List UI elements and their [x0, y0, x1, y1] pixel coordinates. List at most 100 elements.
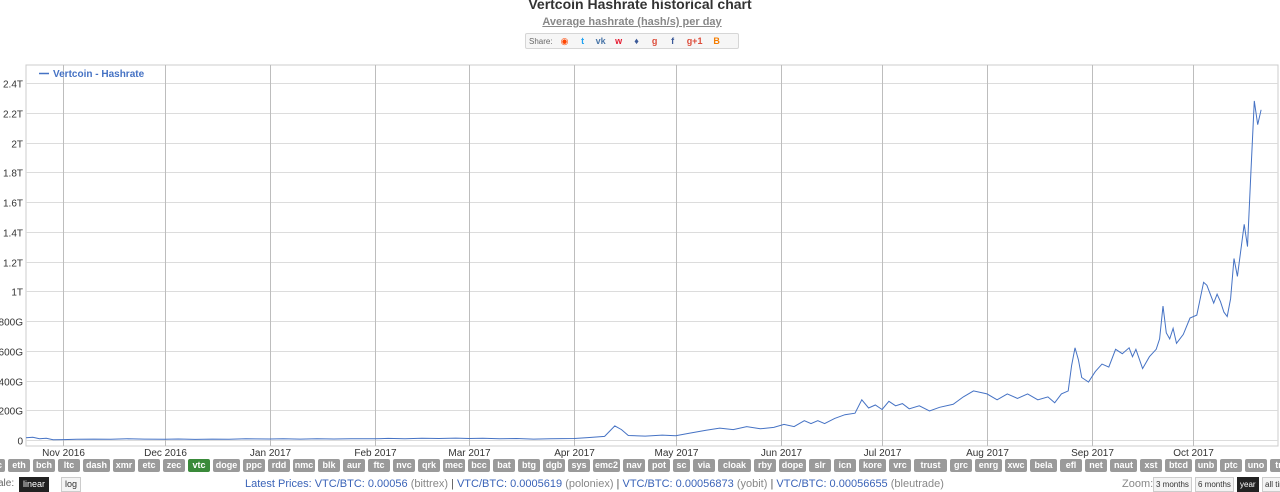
coin-tag-btg[interactable]: btg — [518, 459, 540, 472]
price-value[interactable]: VTC/BTC: 0.00056655 — [776, 478, 888, 490]
prices-label: Latest Prices: — [245, 478, 315, 490]
x-tick-label: Feb 2017 — [354, 448, 397, 458]
price-separator: | — [767, 478, 777, 490]
y-tick-label: 2.2T — [3, 110, 23, 121]
coin-tag-rdd[interactable]: rdd — [268, 459, 290, 472]
chart-title: Vertcoin Hashrate historical chart — [528, 0, 752, 12]
price-value[interactable]: VTC/BTC: 0.0005619 — [456, 478, 563, 490]
coin-tag-unb[interactable]: unb — [1195, 459, 1217, 472]
gplus-icon[interactable]: g+1 — [686, 36, 703, 46]
scale-log-button[interactable]: log — [61, 477, 82, 492]
like-icon[interactable]: ♦ — [634, 36, 639, 46]
coin-tag-icn[interactable]: icn — [834, 459, 856, 472]
coin-tag-bela[interactable]: bela — [1030, 459, 1057, 472]
coin-tag-ltc[interactable]: ltc — [58, 459, 80, 472]
weibo-icon[interactable]: w — [615, 36, 623, 46]
zoom-3-months-button[interactable]: 3 months — [1153, 477, 1192, 492]
coin-tag-dgb[interactable]: dgb — [543, 459, 565, 472]
coin-tag-sys[interactable]: sys — [568, 459, 590, 472]
coin-tag-btcd[interactable]: btcd — [1165, 459, 1192, 472]
coin-tag-vtc[interactable]: vtc — [188, 459, 210, 472]
coin-tag-slr[interactable]: slr — [809, 459, 831, 472]
x-tick-label: Oct 2017 — [1173, 448, 1214, 458]
google-icon[interactable]: g — [651, 36, 658, 46]
coin-tag-uno[interactable]: uno — [1245, 459, 1267, 472]
y-tick-label: 1.6T — [3, 199, 23, 210]
y-tick-label: 0 — [17, 437, 23, 448]
latest-prices: Latest Prices: VTC/BTC: 0.00056 (bittrex… — [245, 478, 944, 490]
x-tick-label: Aug 2017 — [966, 448, 1009, 458]
x-tick-label: Jul 2017 — [864, 448, 902, 458]
reddit-icon[interactable]: ◉ — [560, 36, 569, 46]
coin-tag-doge[interactable]: doge — [213, 459, 240, 472]
coin-tag-ftc[interactable]: ftc — [368, 459, 390, 472]
hashrate-chart: 0 200G 400G 600G 800G 1T 1.2T 1.4T 1.6T 1.8T 2T 2.2… — [0, 64, 1279, 458]
chart-subtitle[interactable]: Average hashrate (hash/s) per day — [542, 16, 722, 28]
bottom-controls: ale: linear log Latest Prices: VTC/BTC: 0… — [0, 476, 1280, 492]
coin-tag-c[interactable]: c — [0, 459, 5, 472]
coin-tag-enrg[interactable]: enrg — [975, 459, 1002, 472]
coin-tag-rby[interactable]: rby — [754, 459, 776, 472]
y-tick-label: 1T — [11, 288, 23, 299]
coin-tag-bcc[interactable]: bcc — [468, 459, 490, 472]
coin-tag-aur[interactable]: aur — [343, 459, 365, 472]
y-tick-label: 600G — [0, 348, 23, 359]
coin-tag-nmc[interactable]: nmc — [293, 459, 315, 472]
price-separator: | — [447, 478, 457, 490]
price-source: (bittrex) — [407, 478, 448, 490]
coin-tags-row: cethbchltcdashxmretczecvtcdogeppcrddnmcb… — [0, 459, 1280, 473]
coin-tag-eth[interactable]: eth — [8, 459, 30, 472]
coin-tag-trc[interactable]: trc — [1270, 459, 1280, 472]
coin-tag-ppc[interactable]: ppc — [243, 459, 265, 472]
coin-tag-mec[interactable]: mec — [443, 459, 465, 472]
facebook-icon[interactable]: f — [671, 36, 675, 46]
price-value[interactable]: VTC/BTC: 0.00056 — [314, 478, 408, 490]
coin-tag-zec[interactable]: zec — [163, 459, 185, 472]
coin-tag-nav[interactable]: nav — [623, 459, 645, 472]
coin-tag-ptc[interactable]: ptc — [1220, 459, 1242, 472]
y-tick-label: 200G — [0, 407, 23, 418]
coin-tag-qrk[interactable]: qrk — [418, 459, 440, 472]
zoom-6-months-button[interactable]: 6 months — [1195, 477, 1234, 492]
coin-tag-bch[interactable]: bch — [33, 459, 55, 472]
legend-label: Vertcoin - Hashrate — [53, 69, 145, 80]
y-tick-label: 2T — [11, 140, 23, 151]
coin-tag-emc2[interactable]: emc2 — [593, 459, 620, 472]
coin-tag-grc[interactable]: grc — [950, 459, 972, 472]
price-separator: | — [613, 478, 623, 490]
x-tick-label: Dec 2016 — [144, 448, 187, 458]
coin-tag-net[interactable]: net — [1085, 459, 1107, 472]
coin-tag-bat[interactable]: bat — [493, 459, 515, 472]
coin-tag-trust[interactable]: trust — [914, 459, 947, 472]
share-bar: Share: ◉ t vk w ♦ g f g+1 B — [525, 33, 739, 49]
coin-tag-xst[interactable]: xst — [1140, 459, 1162, 472]
price-source: (bleutrade) — [887, 478, 944, 490]
coin-tag-pot[interactable]: pot — [648, 459, 670, 472]
coin-tag-cloak[interactable]: cloak — [718, 459, 751, 472]
scale-linear-button[interactable]: linear — [19, 477, 50, 492]
x-tick-label: Mar 2017 — [448, 448, 491, 458]
coin-tag-efl[interactable]: efl — [1060, 459, 1082, 472]
coin-tag-dope[interactable]: dope — [779, 459, 806, 472]
coin-tag-vrc[interactable]: vrc — [889, 459, 911, 472]
coin-tag-dash[interactable]: dash — [83, 459, 110, 472]
price-value[interactable]: VTC/BTC: 0.00056873 — [622, 478, 734, 490]
twitter-icon[interactable]: t — [581, 36, 585, 46]
vk-icon[interactable]: vk — [595, 36, 606, 46]
coin-tag-kore[interactable]: kore — [859, 459, 886, 472]
coin-tag-nvc[interactable]: nvc — [393, 459, 415, 472]
coin-tag-xmr[interactable]: xmr — [113, 459, 135, 472]
zoom-year-button[interactable]: year — [1237, 477, 1259, 492]
x-tick-label: Apr 2017 — [554, 448, 595, 458]
y-tick-label: 1.4T — [3, 229, 23, 240]
y-tick-label: 800G — [0, 318, 23, 329]
zoom-all-time-button[interactable]: all time — [1262, 477, 1280, 492]
coin-tag-etc[interactable]: etc — [138, 459, 160, 472]
price-source: (poloniex) — [562, 478, 614, 490]
coin-tag-naut[interactable]: naut — [1110, 459, 1137, 472]
coin-tag-sc[interactable]: sc — [673, 459, 690, 472]
coin-tag-xwc[interactable]: xwc — [1005, 459, 1027, 472]
blogger-icon[interactable]: B — [713, 36, 720, 46]
coin-tag-via[interactable]: via — [693, 459, 715, 472]
coin-tag-blk[interactable]: blk — [318, 459, 340, 472]
